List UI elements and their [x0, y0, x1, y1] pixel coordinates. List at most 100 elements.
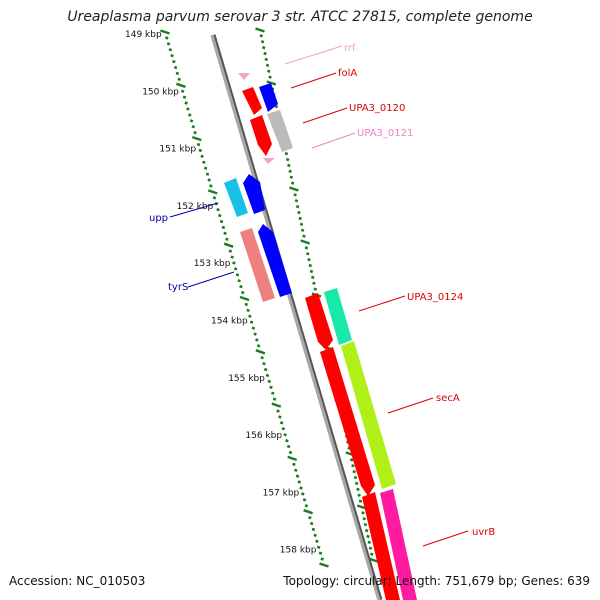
minor-tick: [260, 356, 264, 360]
minor-tick: [248, 314, 252, 318]
UPA3_0121-label[interactable]: UPA3_0121: [357, 128, 413, 139]
minor-tick: [265, 373, 270, 378]
minor-tick: [198, 148, 203, 153]
folA-label[interactable]: folA: [338, 68, 357, 79]
upp-leader: [169, 202, 219, 218]
minor-tick: [196, 142, 201, 147]
secA-feature[interactable]: [341, 341, 396, 489]
upp-feature[interactable]: [224, 178, 248, 217]
minor-tick: [320, 557, 325, 561]
minor-tick: [309, 521, 314, 526]
uvrB-feature[interactable]: [380, 489, 417, 600]
rrf-feature[interactable]: [238, 73, 250, 80]
minor-tick: [193, 130, 197, 135]
rrf-label[interactable]: rrf: [344, 43, 356, 54]
minor-tick: [269, 385, 273, 390]
minor-tick: [369, 552, 374, 556]
uvrB-inner-feature[interactable]: [362, 492, 400, 600]
minor-tick: [308, 515, 312, 520]
minor-tick: [256, 344, 261, 348]
minor-tick: [312, 281, 316, 285]
kbp-label: 155 kbp: [228, 374, 265, 384]
minor-tick: [212, 196, 217, 200]
minor-tick: [230, 255, 234, 259]
major-tick: [255, 349, 266, 355]
uvrB-leader: [422, 530, 469, 547]
minor-tick: [278, 415, 282, 419]
minor-tick: [246, 308, 250, 313]
folA-leader: [290, 72, 337, 89]
UPA3_0120-feature[interactable]: [250, 115, 272, 156]
minor-tick: [288, 169, 292, 174]
minor-tick: [313, 287, 318, 291]
kbp-label: 158 kbp: [280, 546, 317, 556]
major-tick: [223, 242, 234, 248]
tyrS-label[interactable]: tyrS: [168, 282, 188, 293]
folA-partner-feature[interactable]: [259, 83, 278, 112]
upp-partner-feature[interactable]: [243, 174, 265, 214]
minor-tick: [175, 71, 180, 76]
minor-tick: [187, 113, 192, 117]
minor-tick: [180, 89, 185, 93]
topology-text: Topology: circular; Length: 751,679 bp; …: [283, 574, 590, 588]
UPA3_0124-partner-feature[interactable]: [324, 288, 352, 345]
UPA3_0124-feature[interactable]: [305, 293, 333, 350]
UPA3_0120-label[interactable]: UPA3_0120: [349, 103, 405, 114]
major-tick: [191, 135, 202, 142]
minor-tick: [276, 409, 280, 413]
secA-label[interactable]: secA: [436, 393, 460, 404]
minor-tick: [311, 527, 316, 532]
minor-tick: [287, 163, 291, 168]
minor-tick: [285, 157, 290, 162]
minor-tick: [289, 175, 294, 179]
minor-tick: [357, 493, 361, 497]
major-tick: [176, 82, 186, 88]
minor-tick: [297, 480, 302, 484]
minor-tick: [225, 237, 229, 241]
kbp-label: 149 kbp: [125, 30, 162, 40]
minor-tick: [300, 228, 305, 232]
minor-tick: [274, 104, 279, 109]
minor-tick: [184, 101, 188, 105]
gene-labels: rrf folA UPA3_0120 UPA3_0121 upp tyrS UP…: [149, 43, 495, 547]
tyrS-partner-feature[interactable]: [258, 224, 292, 297]
tyrS-feature[interactable]: [240, 228, 275, 302]
UPA3_0121-feature[interactable]: [267, 110, 293, 152]
minor-tick: [266, 69, 271, 73]
folA-feature[interactable]: [242, 87, 262, 115]
major-tick: [160, 29, 170, 35]
minor-tick: [207, 178, 211, 182]
minor-tick: [298, 216, 302, 221]
minor-tick: [217, 213, 222, 218]
minor-tick: [308, 263, 313, 268]
major-tick: [319, 562, 329, 568]
minor-tick: [251, 326, 256, 330]
minor-tick: [189, 119, 194, 123]
minor-tick: [285, 438, 289, 443]
minor-tick: [265, 63, 270, 68]
minor-tick: [315, 539, 319, 544]
uvrB-label[interactable]: uvrB: [472, 527, 495, 538]
major-tick: [266, 80, 277, 86]
minor-tick: [362, 517, 367, 521]
upp-label[interactable]: upp: [149, 213, 168, 224]
secA-inner-feature[interactable]: [320, 347, 375, 496]
minor-tick: [361, 511, 365, 515]
minor-tick: [205, 172, 210, 176]
minor-tick: [294, 199, 299, 203]
minor-tick: [299, 486, 303, 490]
minor-tick: [263, 51, 267, 56]
minor-tick: [354, 481, 359, 486]
minor-tick: [228, 249, 233, 253]
ncrna-marker[interactable]: [263, 158, 275, 164]
inner-tick-track: [160, 29, 329, 568]
minor-tick: [290, 181, 295, 185]
minor-tick: [313, 533, 317, 538]
major-tick: [287, 455, 298, 462]
minor-tick: [170, 53, 174, 58]
minor-tick: [283, 433, 287, 437]
minor-tick: [264, 57, 269, 62]
minor-tick: [223, 231, 227, 236]
UPA3_0120-leader: [302, 107, 348, 124]
UPA3_0124-label[interactable]: UPA3_0124: [407, 292, 463, 303]
